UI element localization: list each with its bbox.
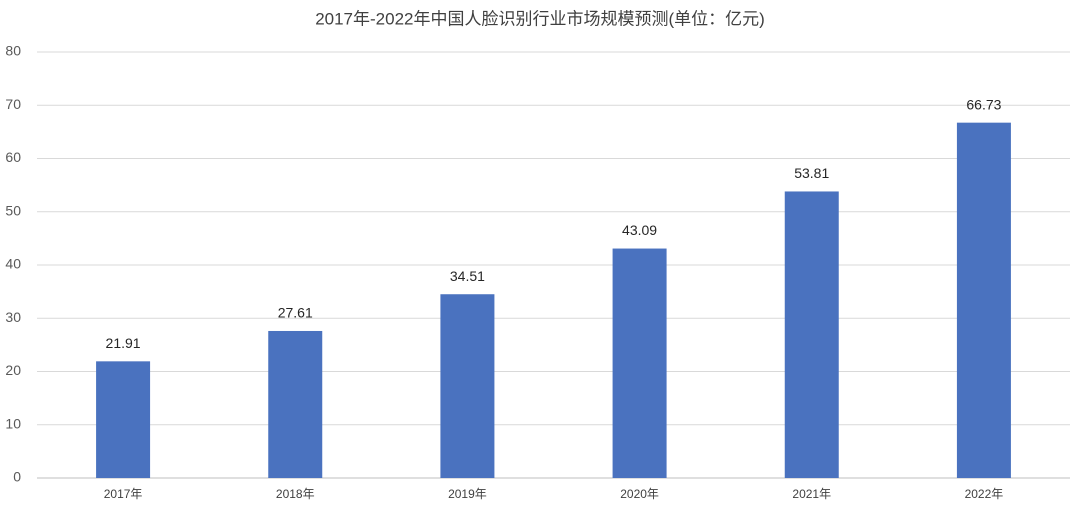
x-tick-label: 2019年: [448, 487, 487, 501]
x-tick-label: 2022年: [965, 487, 1004, 501]
y-tick-label: 70: [5, 96, 21, 112]
y-tick-label: 0: [13, 469, 21, 485]
bar: [784, 191, 839, 479]
data-label: 53.81: [794, 165, 829, 181]
x-tick-label: 2020年: [620, 487, 659, 501]
data-label: 43.09: [622, 222, 657, 238]
x-tick-label: 2021年: [792, 487, 831, 501]
bar: [96, 361, 151, 478]
data-label: 66.73: [966, 96, 1001, 112]
bar: [440, 294, 495, 478]
y-tick-label: 80: [5, 43, 21, 59]
chart-title: 2017年-2022年中国人脸识别行业市场规模预测(单位：亿元): [315, 9, 765, 28]
y-tick-label: 10: [5, 415, 21, 431]
y-tick-label: 50: [5, 202, 21, 218]
data-label: 34.51: [450, 268, 485, 284]
y-tick-label: 60: [5, 149, 21, 165]
data-label: 21.91: [106, 335, 141, 351]
y-tick-label: 20: [5, 362, 21, 378]
data-label: 27.61: [278, 305, 313, 321]
bar: [612, 248, 667, 478]
bar: [268, 330, 323, 478]
y-tick-label: 30: [5, 309, 21, 325]
x-tick-label: 2017年: [104, 487, 143, 501]
x-tick-label: 2018年: [276, 487, 315, 501]
bar: [956, 122, 1011, 478]
y-tick-label: 40: [5, 256, 21, 272]
